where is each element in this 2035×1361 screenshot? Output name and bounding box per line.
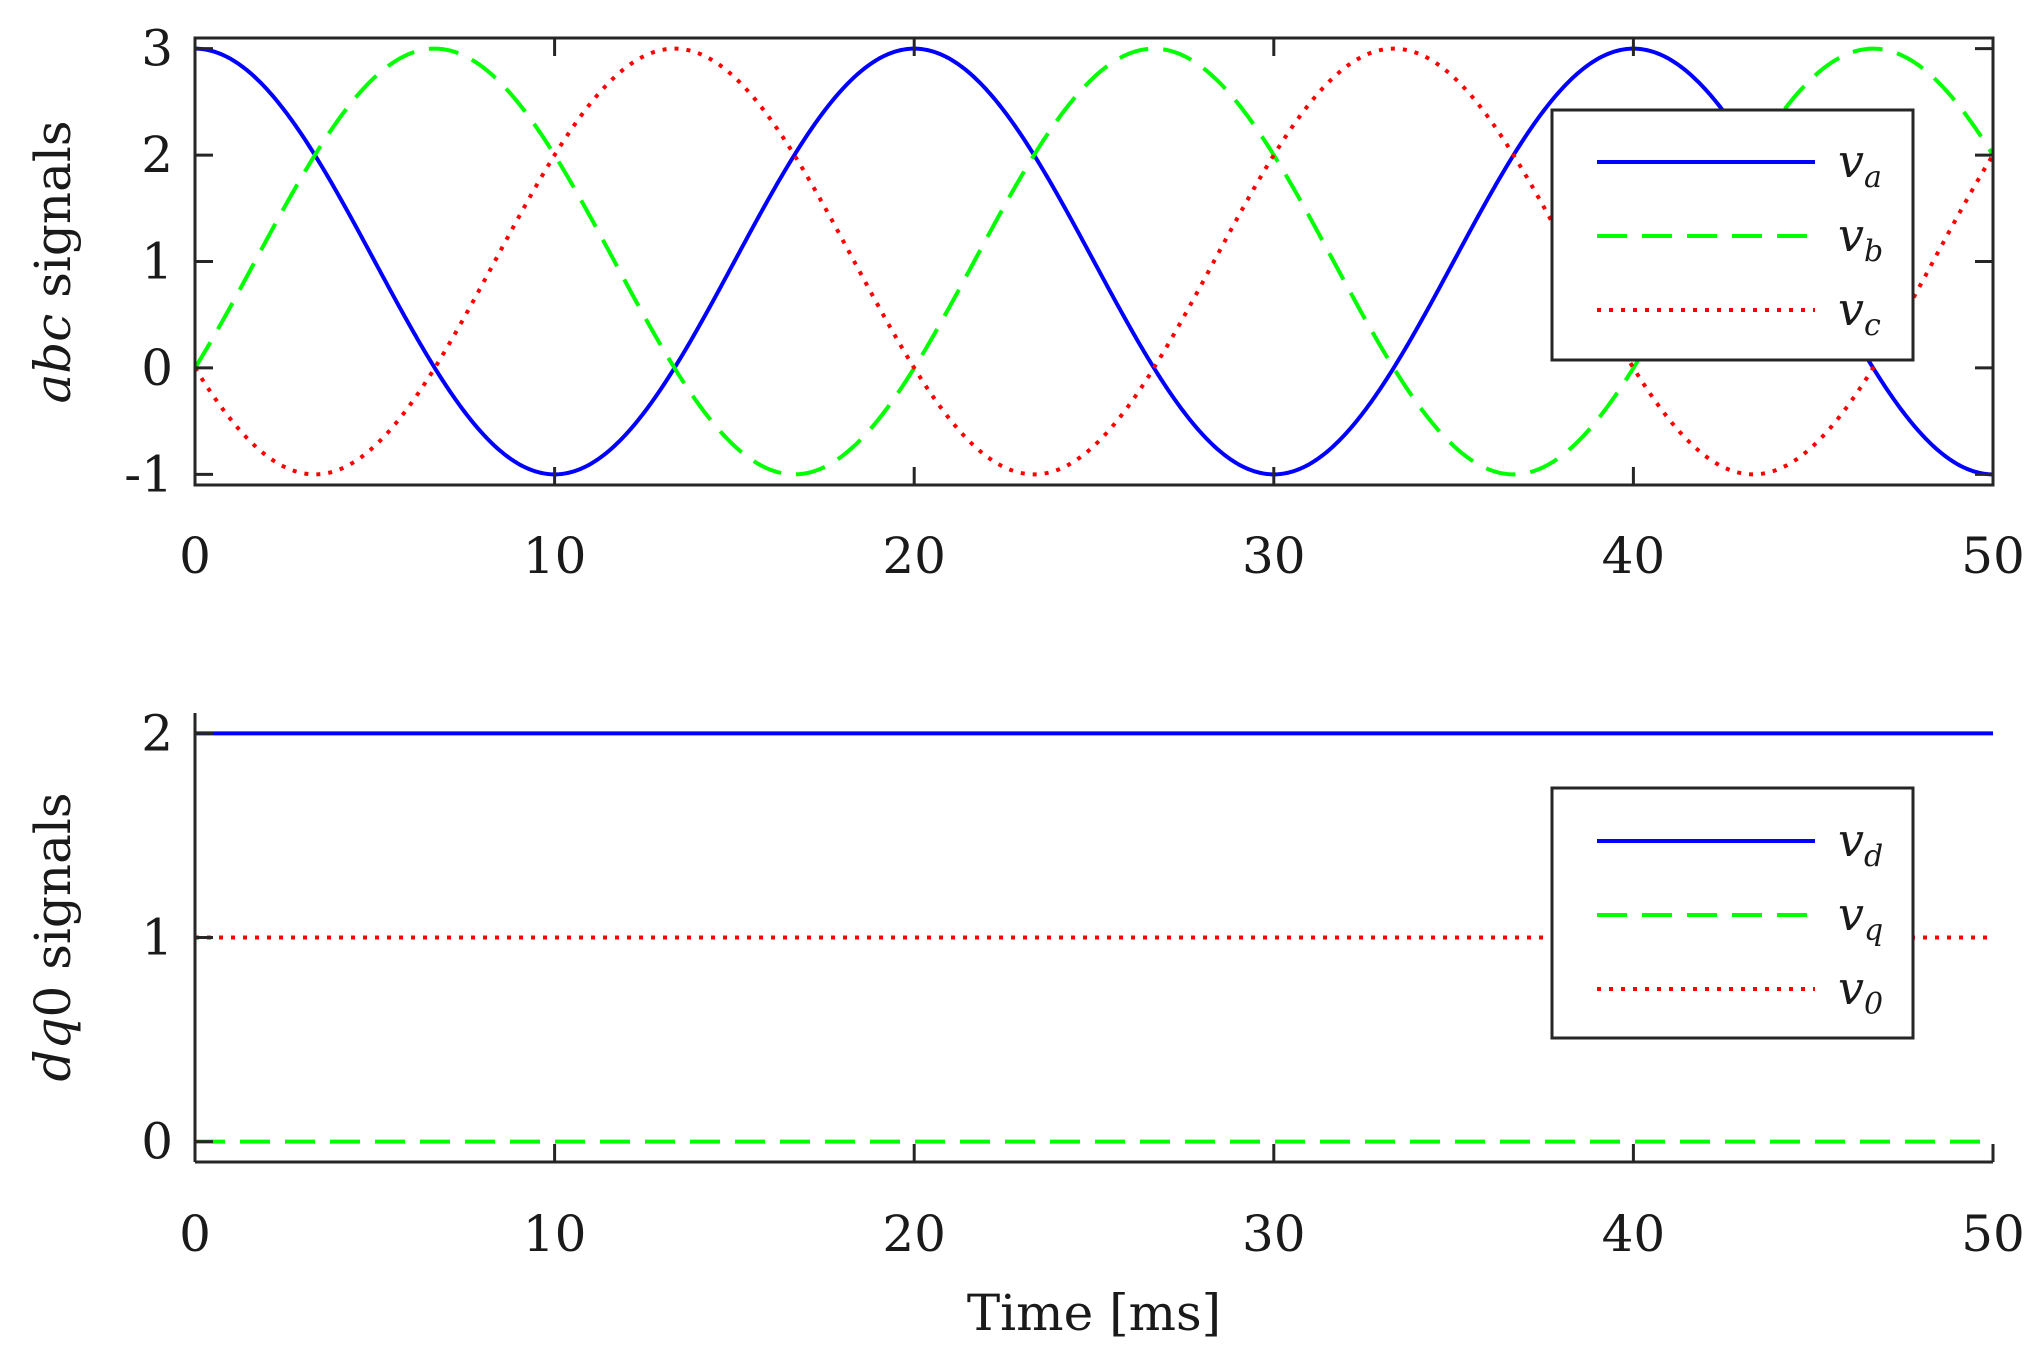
x-tick-label: 40: [1602, 527, 1666, 585]
abc-legend: va vb vc: [1550, 108, 1915, 362]
dq0-y-axis-label: dq0 signals: [24, 792, 82, 1081]
x-tick-label: 0: [179, 1205, 211, 1263]
series-line-v-a: [194, 46, 1994, 477]
x-tick-label: 40: [1602, 1205, 1666, 1263]
dq0-legend: vd vq v0: [1550, 786, 1915, 1040]
x-tick-label: 50: [1961, 1205, 2025, 1263]
dq0-signals-panel: 0 10 20 30 40 50 0 1 2 dq0 signals Time [ms] vd …: [24, 704, 2025, 1342]
x-tick-label: 0: [179, 527, 211, 585]
y-tick-label: 1: [141, 909, 173, 967]
x-tick-label: 50: [1961, 527, 2025, 585]
abc-y-axis-label: abc signals: [24, 120, 82, 403]
y-tick-label: 0: [141, 339, 173, 397]
y-tick-label: 2: [141, 126, 173, 184]
x-tick-label: 30: [1242, 1205, 1306, 1263]
x-tick-label: 10: [523, 527, 587, 585]
legend-label-vq: vq: [1838, 887, 1883, 948]
dq0-tick-layer: 0 10 20 30 40 50 0 1 2: [141, 704, 2025, 1263]
y-tick-label: 2: [141, 704, 173, 762]
x-tick-label: 10: [523, 1205, 587, 1263]
dq0-series-layer: [195, 731, 1993, 1144]
dq0-axes: [193, 713, 1993, 1164]
time-x-axis-label: Time [ms]: [967, 1284, 1221, 1342]
legend-label-vb: vb: [1838, 208, 1883, 269]
legend-label-vc: vc: [1838, 282, 1881, 343]
x-tick-label: 20: [882, 527, 946, 585]
legend-label-v0: v0: [1838, 961, 1883, 1022]
x-tick-label: 20: [882, 1205, 946, 1263]
y-tick-label: -1: [124, 445, 173, 503]
y-tick-label: 0: [141, 1113, 173, 1171]
y-tick-label: 1: [141, 233, 173, 291]
legend-label-va: va: [1838, 134, 1882, 195]
legend-label-vd: vd: [1838, 813, 1883, 874]
x-tick-label: 30: [1242, 527, 1306, 585]
y-tick-label: 3: [141, 20, 173, 78]
